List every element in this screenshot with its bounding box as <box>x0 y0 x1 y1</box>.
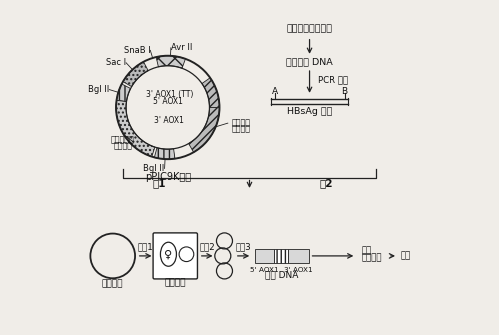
Text: 步骤1: 步骤1 <box>138 242 153 251</box>
Polygon shape <box>154 148 175 159</box>
Polygon shape <box>117 84 131 102</box>
Text: 抗性基因: 抗性基因 <box>113 142 132 151</box>
Text: 大肠杆菌: 大肠杆菌 <box>164 279 186 288</box>
FancyBboxPatch shape <box>153 233 198 279</box>
Polygon shape <box>156 56 186 68</box>
Text: 5' AOX1: 5' AOX1 <box>250 267 278 273</box>
Text: 步骤3: 步骤3 <box>236 242 251 251</box>
Text: 3' AOX1 (TT): 3' AOX1 (TT) <box>146 90 193 99</box>
Text: A: A <box>271 87 277 95</box>
Text: 抗性基因: 抗性基因 <box>232 124 250 133</box>
Polygon shape <box>202 78 220 108</box>
Text: 卡拉霉素: 卡拉霉素 <box>232 118 250 127</box>
Text: Sac I: Sac I <box>106 58 126 67</box>
Text: 乙肝病毒 DNA: 乙肝病毒 DNA <box>286 57 333 66</box>
Text: 重组质粒: 重组质粒 <box>102 280 123 289</box>
Text: Bgl II: Bgl II <box>88 85 109 94</box>
Text: HBsAg 基因: HBsAg 基因 <box>287 107 332 116</box>
Text: 步骤2: 步骤2 <box>199 242 215 251</box>
Text: 5' AOX1: 5' AOX1 <box>154 97 183 106</box>
Text: 氨苄青霉素: 氨苄青霉素 <box>111 136 135 145</box>
Polygon shape <box>189 108 220 152</box>
Text: 图1: 图1 <box>153 179 166 189</box>
Text: Bgl II: Bgl II <box>143 164 165 173</box>
Text: Avr II: Avr II <box>171 43 192 52</box>
Ellipse shape <box>160 242 177 266</box>
Text: 3' AOX1: 3' AOX1 <box>155 116 184 125</box>
Bar <box>288 249 308 263</box>
Text: ♀: ♀ <box>164 249 173 259</box>
Text: 乙肝患者阳性血清: 乙肝患者阳性血清 <box>286 24 332 34</box>
Text: PCR 技术: PCR 技术 <box>318 76 348 85</box>
Bar <box>254 249 274 263</box>
Text: 3' AOX1: 3' AOX1 <box>284 267 312 273</box>
Text: pPIC9K质粒: pPIC9K质粒 <box>145 172 191 182</box>
Polygon shape <box>116 100 155 157</box>
Text: 图2: 图2 <box>319 179 333 189</box>
Text: B: B <box>341 87 348 95</box>
Text: SnaB I: SnaB I <box>124 46 150 55</box>
Text: 重组 DNA: 重组 DNA <box>265 270 298 279</box>
Bar <box>274 249 288 263</box>
Text: 酵母细胞: 酵母细胞 <box>361 253 382 262</box>
Polygon shape <box>123 62 148 87</box>
Text: 转化: 转化 <box>361 247 372 255</box>
Text: 培养: 培养 <box>400 251 411 260</box>
